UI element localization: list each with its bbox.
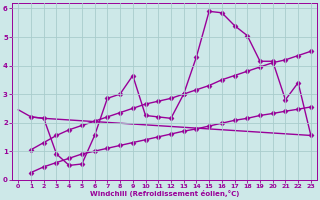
X-axis label: Windchill (Refroidissement éolien,°C): Windchill (Refroidissement éolien,°C) bbox=[90, 190, 239, 197]
